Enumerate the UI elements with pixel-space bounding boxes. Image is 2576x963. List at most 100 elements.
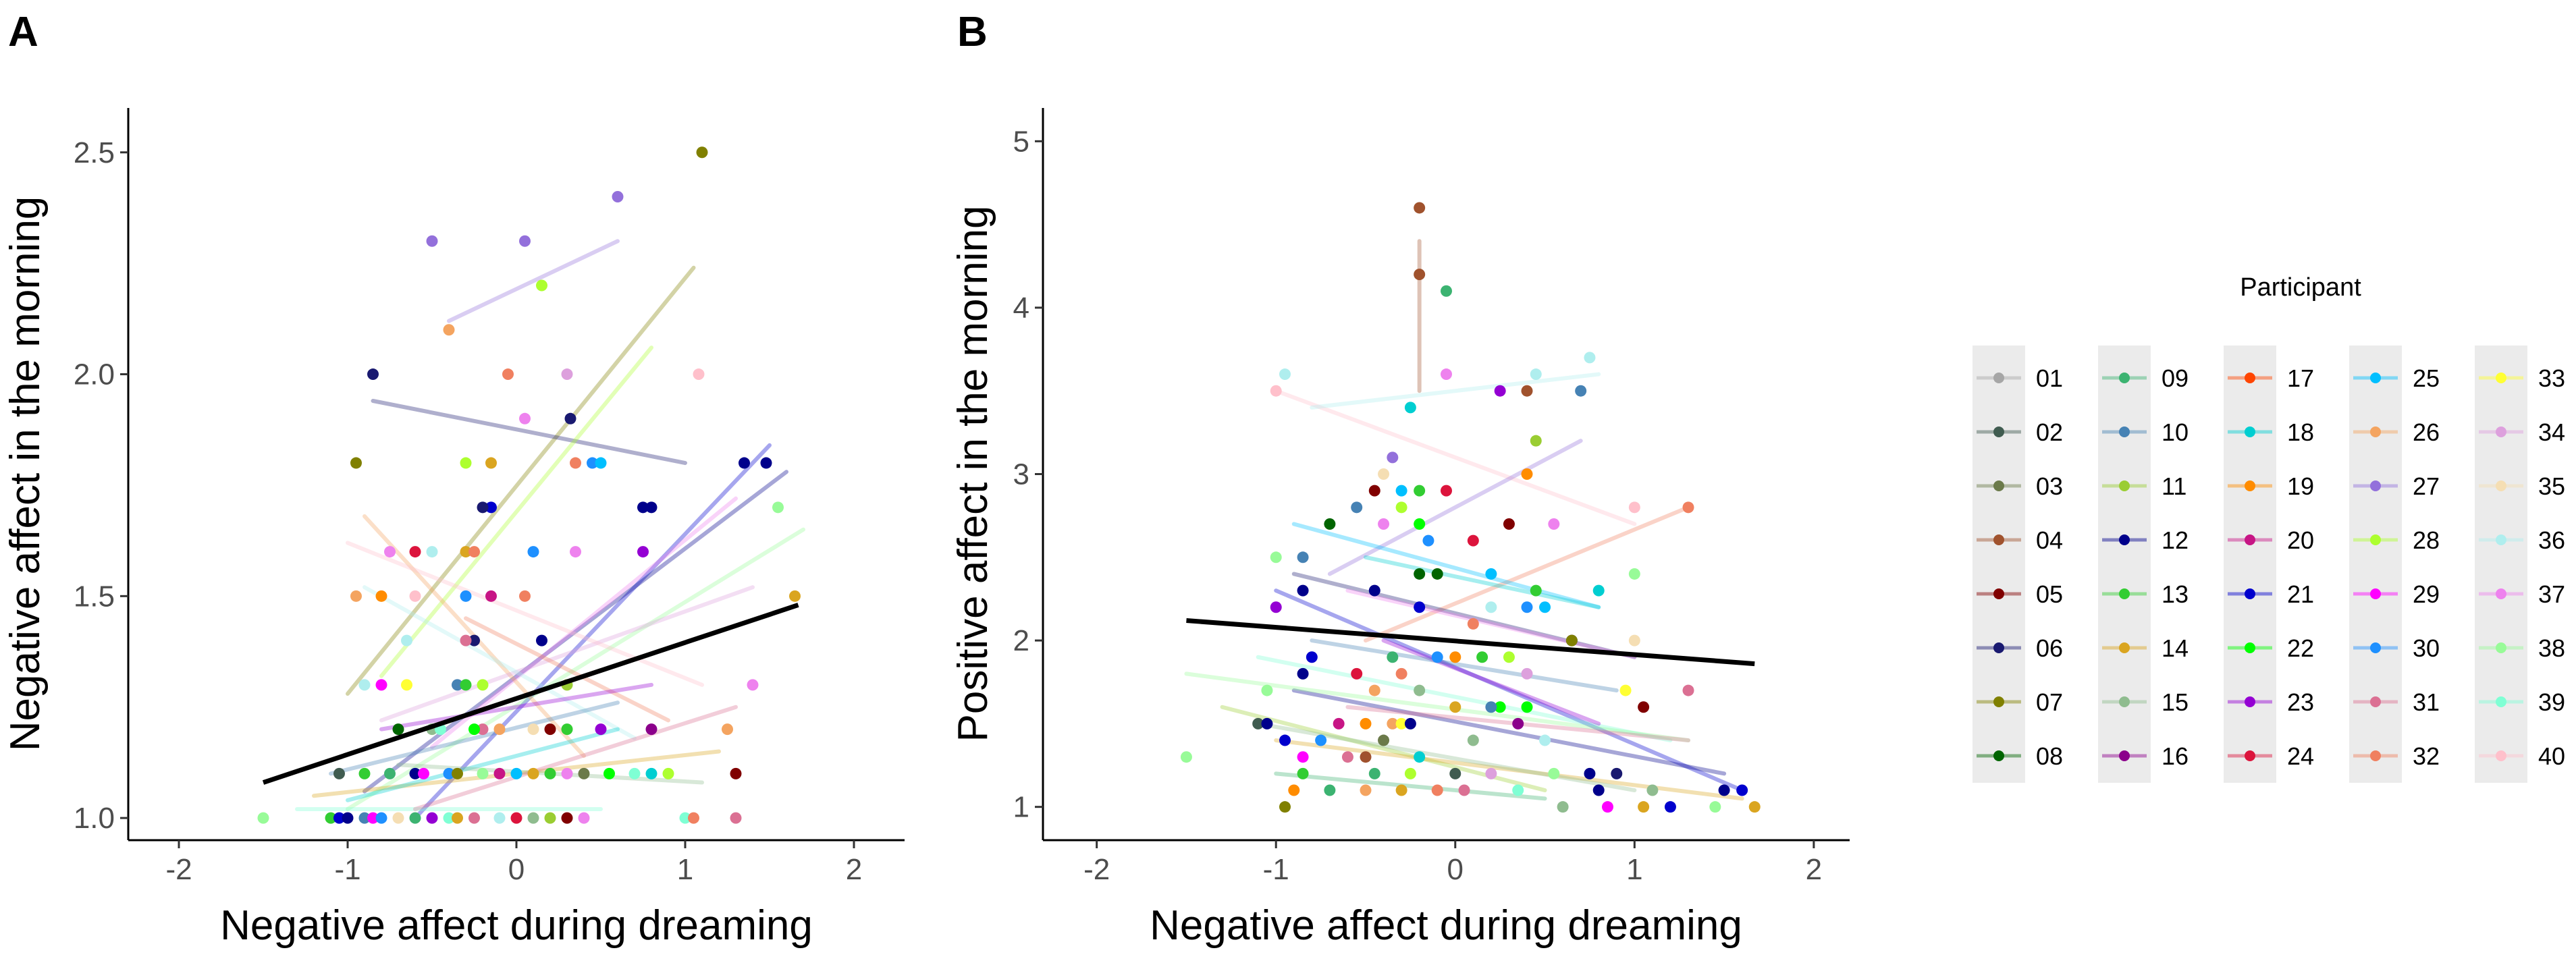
data-point-participant-37 (747, 679, 759, 691)
data-point-participant-07 (1565, 634, 1578, 646)
legend-item-26: 26 (2353, 418, 2440, 446)
data-point-participant-39 (628, 767, 641, 779)
panel-b-y-ticks: 1 2 3 4 5 (1013, 125, 1043, 824)
legend-key-point (2119, 750, 2130, 761)
data-point-participant-28 (662, 767, 674, 779)
participant-fit-line-34 (379, 585, 755, 723)
x-tick-label: 1 (677, 853, 693, 886)
data-point-participant-05 (1503, 518, 1515, 530)
data-point-participant-35 (1378, 468, 1390, 480)
panel-a-overall-fit (262, 603, 799, 785)
data-point-participant-13 (1476, 651, 1488, 663)
legend-label: 13 (2162, 580, 2189, 608)
legend-label: 40 (2538, 742, 2565, 770)
data-point-participant-05 (544, 723, 556, 736)
data-point-participant-11 (1530, 435, 1542, 447)
data-point-participant-25 (1395, 485, 1407, 497)
legend-key-point (2119, 534, 2130, 545)
participant-fit-line-06 (1291, 572, 1637, 659)
data-point-participant-04 (1414, 269, 1426, 281)
legend-item-31: 31 (2353, 688, 2440, 716)
data-point-participant-08 (1431, 568, 1443, 580)
data-point-participant-12 (1368, 584, 1380, 597)
data-point-participant-36 (401, 634, 412, 646)
data-point-participant-13 (544, 767, 556, 779)
data-point-participant-32 (688, 812, 699, 824)
data-point-participant-32 (570, 457, 581, 469)
legend-label: 24 (2287, 742, 2314, 770)
data-point-participant-12 (1718, 784, 1730, 796)
participant-fit-line-25 (1291, 522, 1601, 609)
legend-key-point (2370, 696, 2381, 707)
data-point-participant-21 (333, 812, 345, 824)
legend-label: 29 (2413, 580, 2440, 608)
data-point-participant-09 (1324, 784, 1336, 796)
data-point-participant-23 (595, 723, 607, 736)
data-point-participant-30 (443, 767, 455, 779)
legend-label: 09 (2162, 364, 2189, 392)
legend-label: 03 (2036, 472, 2063, 500)
legend-key-point (2245, 534, 2255, 545)
data-point-participant-26 (1368, 684, 1380, 696)
legend-key-point (2370, 373, 2381, 383)
legend-label: 15 (2162, 688, 2189, 716)
data-point-participant-20 (485, 590, 497, 602)
data-point-participant-14 (1638, 801, 1650, 813)
data-point-participant-06 (367, 368, 379, 381)
legend-key-point (1993, 696, 2004, 707)
x-tick-label: 0 (508, 853, 525, 886)
data-point-participant-12 (409, 767, 421, 779)
data-point-participant-13 (1414, 485, 1426, 497)
x-tick-label: -2 (1083, 853, 1110, 886)
legend-item-17: 17 (2228, 364, 2314, 392)
participant-fit-line-27 (1327, 439, 1583, 576)
legend-item-02: 02 (1977, 418, 2063, 446)
data-point-participant-22 (468, 723, 480, 736)
data-point-participant-32 (502, 368, 514, 381)
data-point-participant-31 (1341, 751, 1353, 763)
legend-key-point (2119, 480, 2130, 491)
legend-item-32: 32 (2353, 742, 2440, 770)
participant-fit-line-38 (346, 527, 805, 811)
data-point-participant-08 (1414, 568, 1426, 580)
data-point-participant-06 (477, 501, 489, 514)
legend-items: 01 02 03 04 05 06 07 08 09 10 11 12 13 14 15 16 17 18 19 20… (1973, 346, 2565, 783)
legend: Participant 01 02 03 04 05 06 07 08 09 10 11 12 13 14… (1973, 273, 2565, 783)
panel-a-points (257, 146, 801, 824)
y-tick-label: 5 (1013, 125, 1029, 158)
legend-key-point (2496, 750, 2506, 761)
legend-key-column (2224, 346, 2276, 783)
data-point-participant-08 (1324, 518, 1336, 530)
data-point-participant-33 (401, 679, 412, 691)
participant-fit-line-06 (371, 399, 687, 466)
legend-label: 02 (2036, 418, 2063, 446)
legend-item-22: 22 (2228, 634, 2314, 662)
data-point-participant-14 (789, 590, 801, 602)
panel-b-points (1180, 202, 1761, 813)
data-point-participant-07 (350, 457, 362, 469)
data-point-participant-14 (485, 457, 497, 469)
participant-fit-line-10 (1310, 638, 1619, 693)
legend-key-point (2119, 642, 2130, 653)
data-point-participant-31 (468, 812, 480, 824)
legend-item-07: 07 (1977, 688, 2063, 716)
data-point-participant-03 (578, 767, 590, 779)
data-point-participant-21 (1664, 801, 1676, 813)
data-point-participant-02 (1449, 767, 1461, 779)
legend-label: 21 (2287, 580, 2314, 608)
data-point-participant-19 (1360, 717, 1372, 730)
overall-fit-line (262, 603, 799, 785)
legend-key-point (2119, 588, 2130, 599)
legend-item-05: 05 (1977, 580, 2063, 608)
legend-item-39: 39 (2479, 688, 2565, 716)
participant-fit-line-32 (464, 616, 670, 723)
data-point-participant-29 (418, 767, 429, 779)
data-point-participant-32 (1395, 667, 1407, 680)
data-point-participant-40 (1270, 385, 1282, 397)
legend-item-33: 33 (2479, 364, 2565, 392)
legend-item-04: 04 (1977, 526, 2063, 554)
data-point-participant-31 (477, 723, 489, 736)
data-point-participant-05 (730, 767, 742, 779)
data-point-participant-30 (1422, 534, 1434, 547)
